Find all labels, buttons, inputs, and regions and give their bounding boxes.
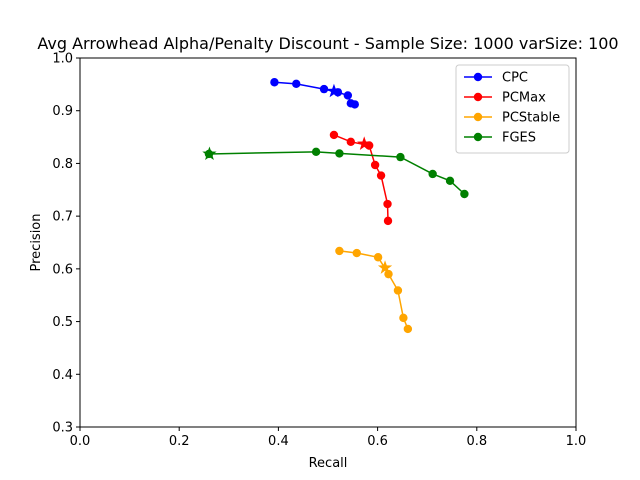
data-point xyxy=(396,152,405,162)
data-point xyxy=(335,149,344,158)
star-marker xyxy=(377,260,393,274)
data-point xyxy=(384,269,393,279)
y-tick-label: 0.8 xyxy=(52,157,73,172)
star-marker xyxy=(326,83,342,98)
series-line xyxy=(274,81,355,106)
chart-title: Avg Arrowhead Alpha/Penalty Discount - S… xyxy=(37,34,618,53)
legend-marker xyxy=(473,92,483,102)
plot-frame xyxy=(79,57,577,428)
legend-box xyxy=(455,64,570,154)
data-point xyxy=(329,130,339,140)
data-point xyxy=(352,248,361,258)
y-tick-label: 0.4 xyxy=(52,368,73,383)
x-tick-label: 1.0 xyxy=(566,434,587,449)
data-point xyxy=(399,313,408,323)
y-tick-label: 0.5 xyxy=(52,315,73,330)
data-point xyxy=(311,147,321,157)
legend-marker xyxy=(473,112,483,122)
data-point xyxy=(445,176,455,186)
data-point xyxy=(270,78,279,87)
legend-marker xyxy=(473,132,483,142)
y-tick-label: 0.7 xyxy=(52,210,73,225)
legend-label: PCStable xyxy=(502,111,560,126)
data-point xyxy=(319,84,329,94)
data-point xyxy=(343,91,353,100)
x-tick-label: 0.6 xyxy=(367,434,388,449)
data-point xyxy=(346,137,356,147)
series-line xyxy=(208,151,465,195)
series-pcstable xyxy=(335,246,413,334)
legend-label: FGES xyxy=(502,131,536,146)
x-tick-label: 0.2 xyxy=(169,434,190,449)
legend-marker xyxy=(473,72,483,82)
y-axis-label: Precision xyxy=(29,213,44,271)
data-point xyxy=(292,79,301,89)
y-tick-label: 0.9 xyxy=(52,104,73,119)
series-fges xyxy=(202,146,469,199)
y-tick-label: 1.0 xyxy=(52,52,73,67)
x-tick-label: 0.4 xyxy=(268,434,289,449)
y-tick-label: 0.3 xyxy=(52,421,73,436)
data-point xyxy=(428,169,437,179)
star-marker xyxy=(202,146,217,161)
data-point xyxy=(373,253,383,262)
star-marker xyxy=(357,136,372,150)
legend-label: CPC xyxy=(502,71,528,86)
x-axis-label: Recall xyxy=(309,456,348,471)
y-tick-label: 0.6 xyxy=(52,262,73,277)
data-point xyxy=(393,286,403,295)
data-point xyxy=(335,246,344,256)
data-point xyxy=(460,189,469,199)
series-cpc xyxy=(270,78,359,109)
data-point xyxy=(383,216,393,226)
data-point xyxy=(370,160,380,170)
x-tick-label: 0.0 xyxy=(70,434,91,449)
legend-label: PCMax xyxy=(502,91,546,106)
data-point xyxy=(376,171,386,180)
legend: CPC PCMax PCStable FGES xyxy=(455,64,570,154)
x-tick-label: 0.8 xyxy=(466,434,487,449)
series-pcmax xyxy=(329,130,393,226)
data-point xyxy=(383,199,392,209)
data-point xyxy=(350,100,359,109)
data-point xyxy=(403,324,413,334)
